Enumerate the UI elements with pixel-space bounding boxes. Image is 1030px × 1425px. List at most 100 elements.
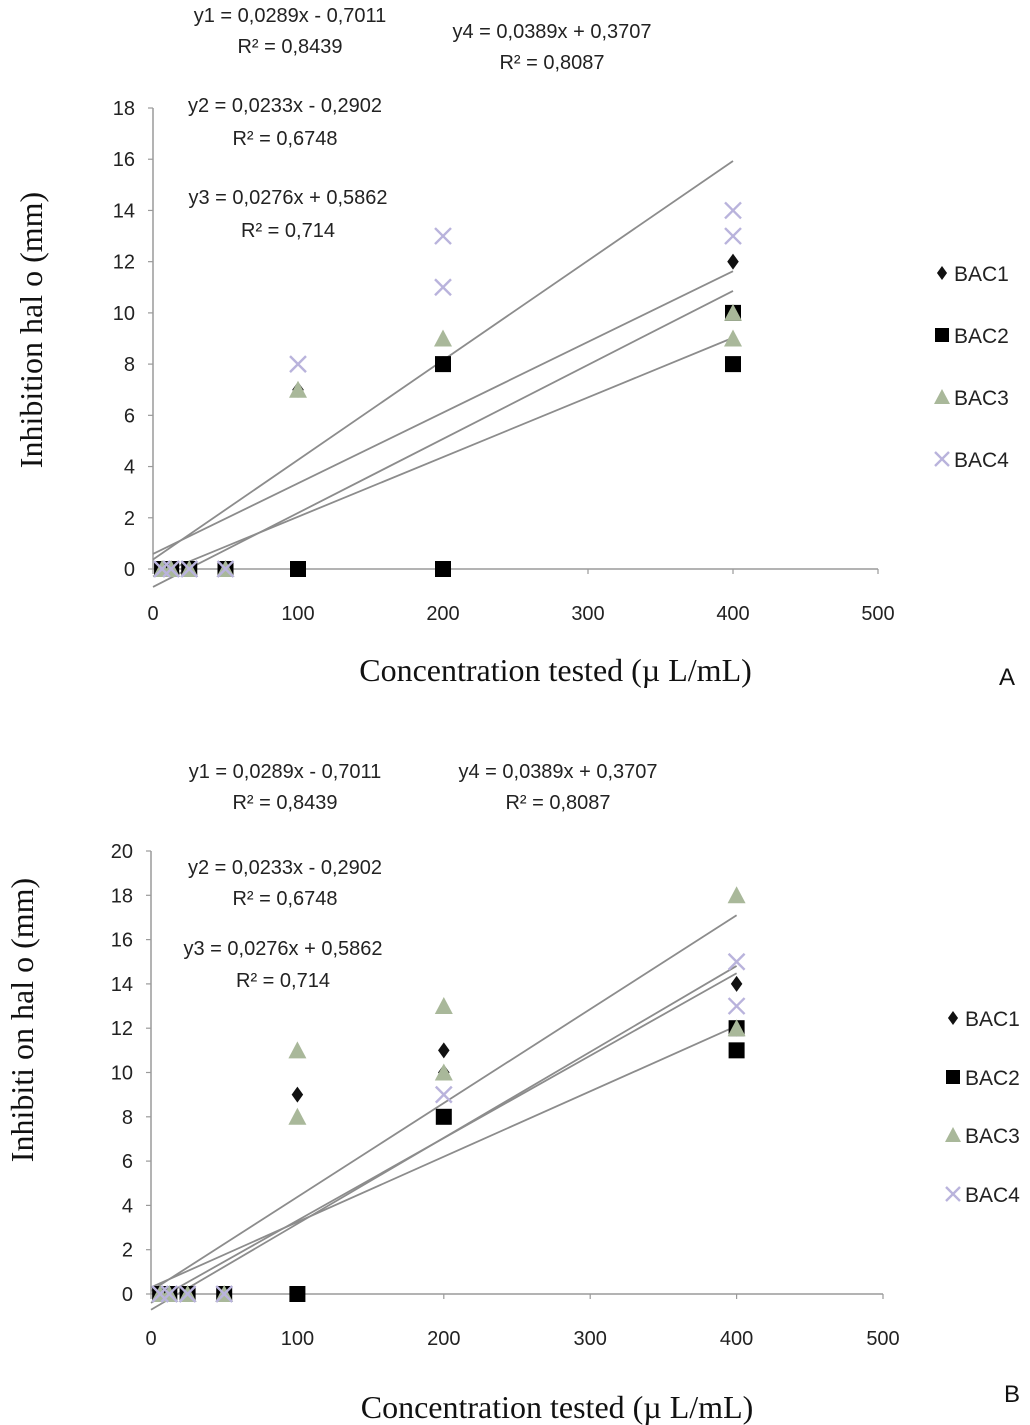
legend-label: BAC1 (954, 263, 1009, 286)
data-point-bac4 (216, 560, 235, 578)
data-point-bac3 (288, 1041, 307, 1059)
data-point-bac4-stroke-b (727, 952, 746, 971)
y-tick-label: 8 (124, 354, 135, 376)
regression-equation: y2 = 0,0233x - 0,2902 (188, 857, 382, 879)
y-tick-label: 0 (124, 559, 135, 581)
data-point-bac3 (289, 380, 307, 398)
x-tick-label: 100 (281, 603, 314, 625)
y-tick-label: 16 (111, 930, 133, 952)
data-point-bac4-stroke-b (180, 560, 199, 578)
data-point-bac1 (438, 1042, 450, 1059)
data-point-bac4 (727, 952, 746, 971)
x-tick-label: 500 (861, 603, 894, 625)
y-tick-label: 2 (124, 508, 135, 530)
data-point-bac4-stroke-b (727, 997, 746, 1015)
data-point-bac4-stroke-b (434, 227, 452, 245)
regression-equation: y3 = 0,0276x + 0,5862 (188, 187, 387, 209)
data-point-bac4 (724, 227, 742, 245)
data-point-bac4-stroke-b (434, 1085, 453, 1104)
data-point-bac4-stroke-b (724, 201, 742, 220)
legend-label: BAC1 (965, 1008, 1020, 1031)
data-point-bac4-stroke-b (724, 227, 742, 245)
data-point-bac4 (727, 997, 746, 1015)
y-tick-label: 2 (122, 1240, 133, 1262)
trendline (152, 270, 734, 555)
y-tick-label: 14 (113, 200, 135, 222)
legend-label: BAC3 (954, 387, 1009, 410)
data-point-bac2 (435, 356, 451, 373)
y-tick-label: 0 (122, 1284, 133, 1306)
x-tick-label: 300 (571, 603, 604, 625)
x-tick-label: 200 (426, 603, 459, 625)
y-tick-label: 12 (113, 252, 135, 274)
y-tick-label: 10 (111, 1063, 133, 1085)
data-point-bac4 (180, 560, 199, 578)
data-point-bac3 (434, 997, 453, 1015)
legend-label: BAC2 (965, 1067, 1020, 1090)
trendline (152, 336, 734, 578)
regression-equation: y1 = 0,0289x - 0,7011 (189, 761, 382, 783)
data-point-bac4-stroke-b (216, 560, 235, 578)
x-tick-label: 200 (427, 1328, 460, 1350)
data-point-bac3 (288, 1107, 307, 1125)
y-tick-label: 16 (113, 149, 135, 171)
r-squared-label: R² = 0,8439 (237, 36, 342, 58)
data-point-bac4 (178, 1285, 197, 1303)
legend-label: BAC4 (954, 449, 1009, 472)
x-tick-label: 400 (716, 603, 749, 625)
y-axis-label: Inhibiti on hal o (mm) (4, 878, 40, 1162)
legend-label: BAC4 (965, 1184, 1020, 1207)
data-point-bac1 (291, 1086, 304, 1103)
data-point-bac2 (290, 561, 306, 577)
y-axis-label: Inhibition hal o (mm) (13, 192, 49, 468)
data-point-bac4 (724, 201, 742, 220)
y-tick-label: 4 (122, 1195, 133, 1217)
data-point-bac1 (730, 975, 743, 992)
legend-label: BAC3 (965, 1125, 1020, 1148)
x-axis-label: Concentration tested (µ L/mL) (359, 652, 752, 688)
x-axis-label: Concentration tested (µ L/mL) (361, 1389, 754, 1425)
r-squared-label: R² = 0,8439 (232, 792, 337, 814)
data-point-bac4-stroke-b (215, 1285, 234, 1303)
y-tick-label: 8 (122, 1107, 133, 1129)
data-point-bac2 (728, 1042, 745, 1059)
y-tick-label: 12 (111, 1018, 133, 1040)
data-point-bac3 (724, 329, 742, 347)
regression-equation: y1 = 0,0289x - 0,7011 (194, 5, 387, 27)
y-tick-label: 10 (113, 303, 135, 325)
data-point-bac4 (289, 355, 307, 373)
legend-marker-bac4-stroke-b (945, 1186, 961, 1202)
data-point-bac3 (434, 329, 452, 347)
legend-marker-bac3 (934, 389, 950, 404)
data-point-bac2 (289, 1286, 306, 1302)
data-point-bac3 (434, 1063, 453, 1081)
data-point-bac2 (435, 1108, 452, 1125)
regression-equation: y4 = 0,0389x + 0,3707 (458, 761, 657, 783)
trendline (150, 965, 738, 1311)
legend-marker-bac3 (945, 1127, 961, 1142)
legend-marker-bac4 (934, 451, 950, 467)
data-point-bac4 (434, 1085, 453, 1104)
legend-marker-bac2 (946, 1070, 960, 1084)
data-point-bac2 (725, 356, 741, 373)
legend-marker-bac2 (935, 328, 949, 342)
legend-marker-bac1 (936, 266, 948, 280)
regression-equation: y3 = 0,0276x + 0,5862 (183, 938, 382, 960)
regression-equation: y4 = 0,0389x + 0,3707 (452, 21, 651, 43)
y-tick-label: 6 (124, 405, 135, 427)
data-point-bac4 (162, 560, 180, 578)
data-point-bac3 (727, 1019, 746, 1037)
data-point-bac3 (724, 303, 742, 321)
legend-label: BAC2 (954, 325, 1009, 348)
panel-label: B (1004, 1381, 1020, 1408)
data-point-bac4-stroke-b (178, 1285, 197, 1303)
trendline (150, 1025, 737, 1289)
data-point-bac4 (160, 1285, 179, 1303)
y-tick-label: 14 (111, 974, 133, 996)
legend-marker-bac1 (947, 1011, 959, 1025)
x-tick-label: 300 (574, 1328, 607, 1350)
data-point-bac4 (434, 227, 452, 245)
x-tick-label: 0 (147, 603, 158, 625)
x-tick-label: 0 (145, 1328, 156, 1350)
